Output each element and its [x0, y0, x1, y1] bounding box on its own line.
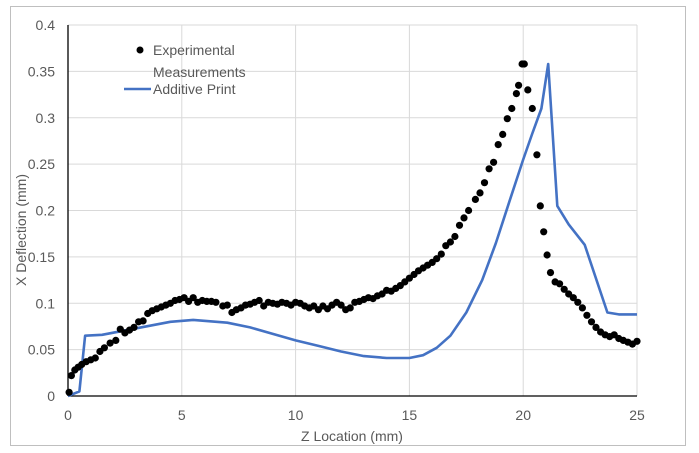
y-tick-label: 0 — [47, 388, 55, 404]
y-tick-label: 0.15 — [28, 249, 55, 265]
legend-label-experimental-line1: Experimental — [153, 42, 235, 58]
legend-marker-experimental — [136, 46, 144, 54]
data-point — [494, 141, 502, 149]
legend-label-additive: Additive Print — [153, 81, 236, 97]
data-point — [543, 251, 551, 259]
data-point — [480, 179, 489, 187]
data-point — [540, 228, 548, 236]
y-tick-label: 0.2 — [36, 203, 56, 219]
data-point — [520, 60, 528, 68]
data-point — [499, 130, 507, 138]
data-point — [556, 280, 564, 288]
data-point — [515, 81, 523, 89]
data-point — [337, 301, 345, 309]
data-point — [460, 214, 468, 222]
data-point — [633, 337, 641, 345]
y-axis-title: X Deflection (mm) — [13, 174, 29, 286]
x-tick-label: 20 — [515, 407, 531, 423]
axes — [67, 25, 637, 397]
data-point — [446, 238, 454, 246]
data-point — [583, 311, 591, 319]
data-point — [560, 285, 568, 293]
data-point — [546, 269, 555, 277]
y-tick-label: 0.4 — [36, 17, 56, 33]
data-point — [189, 294, 197, 302]
x-axis-title: Z Location (mm) — [301, 428, 403, 444]
additive-print-line — [67, 62, 637, 398]
legend: Experimental Measurements Additive Print — [124, 42, 246, 97]
data-point — [437, 250, 445, 258]
data-point — [587, 318, 596, 326]
data-point — [106, 339, 114, 347]
data-point — [485, 165, 493, 173]
x-tick-label: 25 — [629, 407, 645, 423]
data-point — [574, 298, 582, 306]
y-tick-label: 0.35 — [28, 63, 55, 79]
data-point — [91, 354, 99, 362]
data-point — [139, 317, 147, 325]
data-point — [508, 104, 516, 113]
data-point — [503, 115, 511, 123]
data-point — [346, 304, 354, 312]
data-point — [592, 323, 600, 331]
x-tick-label: 15 — [402, 407, 418, 423]
data-point — [528, 104, 536, 113]
chart-frame — [10, 6, 686, 446]
data-point — [578, 304, 587, 312]
y-tick-label: 0.3 — [36, 110, 56, 126]
data-point — [455, 221, 464, 229]
data-point — [536, 202, 544, 210]
data-point — [65, 388, 73, 396]
data-point — [130, 323, 138, 331]
data-point — [476, 189, 484, 197]
data-point — [533, 151, 541, 159]
data-point — [512, 90, 521, 98]
y-tick-label: 0.1 — [36, 295, 56, 311]
data-point — [569, 294, 577, 302]
data-point — [451, 232, 459, 241]
data-point — [112, 336, 120, 344]
y-tick-label: 0.25 — [28, 156, 55, 172]
data-point — [471, 195, 479, 203]
x-tick-label: 10 — [288, 407, 304, 423]
x-tick-labels: 0 5 10 15 20 25 — [64, 407, 645, 423]
data-point — [212, 298, 220, 306]
data-point — [255, 296, 263, 305]
data-point — [100, 344, 108, 352]
y-tick-label: 0.05 — [28, 342, 55, 358]
x-tick-label: 5 — [178, 407, 186, 423]
data-point — [223, 301, 231, 309]
experimental-measurements-points — [65, 60, 641, 396]
data-point — [465, 206, 473, 215]
data-point — [433, 255, 441, 263]
legend-label-experimental-line2: Measurements — [153, 64, 246, 80]
data-point — [524, 86, 532, 94]
data-point — [67, 372, 75, 380]
y-tick-labels: 0 0.05 0.1 0.15 0.2 0.25 0.3 0.35 0.4 — [28, 17, 55, 404]
data-point — [490, 158, 498, 166]
x-tick-label: 0 — [64, 407, 72, 423]
